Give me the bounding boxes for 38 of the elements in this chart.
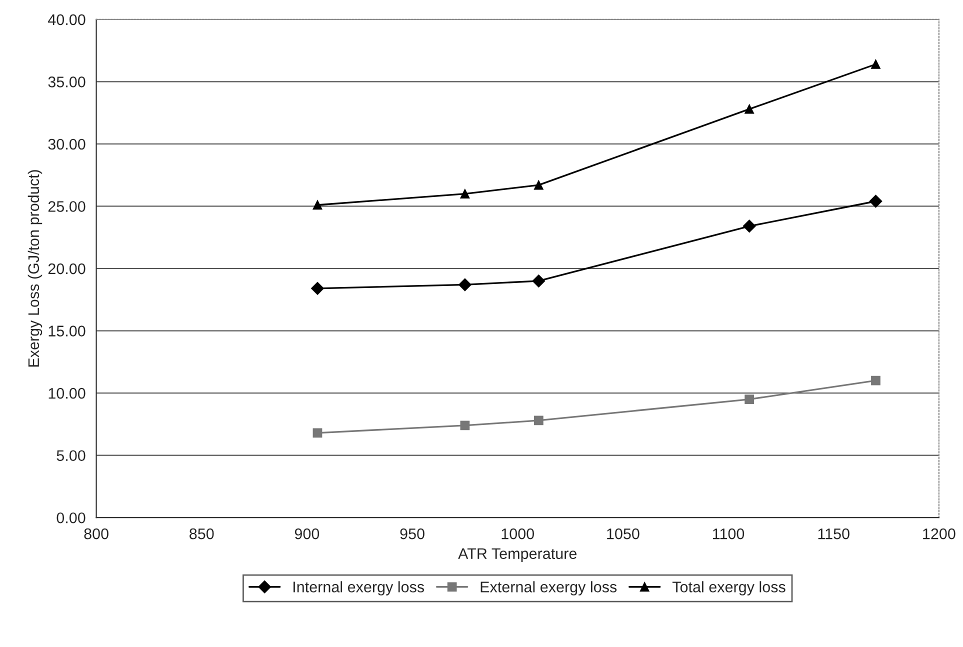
- point: [312, 200, 322, 210]
- x-tick-label: 850: [190, 528, 214, 540]
- x-tick-label: 1100: [713, 528, 744, 540]
- point: [744, 394, 754, 404]
- y-tick-label: 25.00: [48, 201, 86, 212]
- point: [534, 180, 544, 190]
- point: [871, 376, 880, 386]
- y-tick-label: 0.00: [56, 512, 86, 524]
- x-tick-label: 800: [84, 528, 108, 540]
- x-tick-label: 1000: [502, 528, 534, 540]
- legend-label: Internal exergy loss: [294, 581, 424, 596]
- point: [460, 189, 470, 198]
- y-tick-label: 5.00: [56, 450, 86, 462]
- point: [312, 428, 322, 438]
- x-tick-label: 1200: [923, 528, 956, 540]
- point: [458, 278, 472, 292]
- y-tick-label: 10.00: [48, 388, 86, 399]
- legend-label: Total exergy loss: [672, 581, 786, 596]
- y-tick-label: 15.00: [48, 326, 86, 336]
- y-tick-label: 30.00: [48, 138, 86, 150]
- x-tick-label: 1150: [818, 528, 850, 540]
- point: [532, 274, 546, 288]
- legend-label: External exergy loss: [480, 581, 617, 596]
- point: [871, 60, 880, 69]
- y-tick-label: 20.00: [48, 263, 86, 274]
- point: [869, 194, 882, 208]
- x-tick-label: 950: [400, 528, 424, 540]
- y-tick-label: 35.00: [48, 76, 86, 88]
- x-tick-label: 1050: [607, 528, 640, 540]
- y-tick-label: 40.00: [48, 14, 86, 26]
- y-axis-title: Exergy Loss (GJ/ton product): [28, 170, 42, 367]
- x-axis-title: ATR Temperature: [458, 548, 577, 562]
- point: [742, 220, 756, 233]
- point: [534, 416, 544, 426]
- point: [311, 282, 324, 295]
- point: [744, 104, 754, 114]
- x-tick-label: 900: [294, 528, 320, 540]
- point: [460, 420, 470, 430]
